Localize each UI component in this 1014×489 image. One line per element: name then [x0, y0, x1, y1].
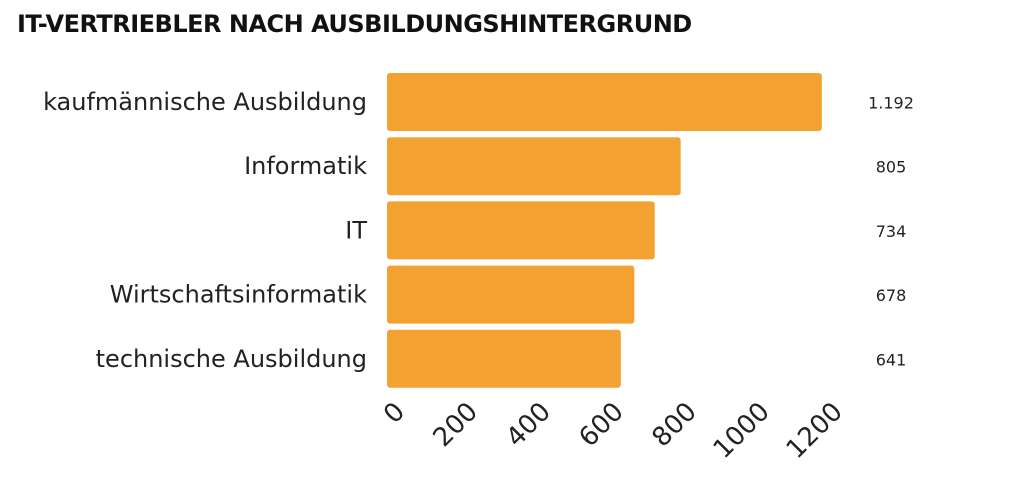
category-label: Wirtschaftsinformatik — [110, 281, 367, 309]
value-label: 678 — [876, 286, 907, 305]
value-labels-group: 1.192 805 734 678 641 — [868, 94, 914, 370]
x-tick-label: 200 — [428, 397, 484, 453]
category-labels-group: kaufmännische Ausbildung Informatik IT Wirt… — [43, 88, 367, 373]
value-label: 805 — [876, 158, 907, 177]
category-label: technische Ausbildung — [96, 345, 367, 373]
x-tick-label: 400 — [501, 397, 557, 453]
value-label: 641 — [876, 350, 907, 369]
category-label: Informatik — [244, 152, 367, 180]
bar-3 — [387, 265, 635, 324]
category-label: kaufmännische Ausbildung — [43, 88, 367, 116]
value-label: 734 — [876, 222, 907, 241]
x-tick-label: 800 — [646, 397, 702, 453]
bar-0 — [387, 73, 822, 131]
bars-group — [387, 73, 822, 388]
x-tick-label: 0 — [378, 397, 411, 430]
bar-2 — [387, 201, 655, 260]
bar-4 — [387, 329, 621, 388]
x-tick-label: 600 — [574, 397, 630, 453]
value-label: 1.192 — [868, 94, 914, 113]
chart-title: IT-VERTRIEBLER NACH AUSBILDUNGSHINTERGRU… — [17, 10, 692, 38]
category-label: IT — [345, 216, 367, 244]
x-tick-labels-group: 0 200 400 600 800 1000 1200 — [378, 397, 849, 465]
x-tick-label: 1200 — [781, 397, 849, 465]
x-tick-label: 1000 — [708, 397, 776, 465]
bar-1 — [387, 137, 681, 196]
